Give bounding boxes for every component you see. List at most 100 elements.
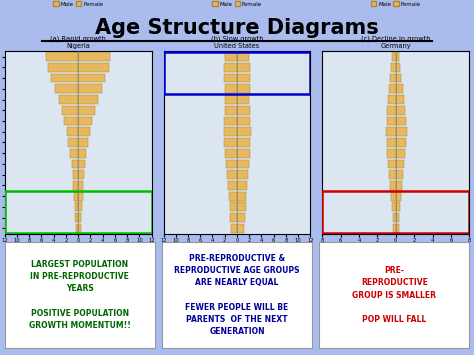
Bar — [64, 116, 78, 125]
Bar — [393, 213, 396, 222]
Bar — [59, 95, 78, 104]
Bar — [396, 52, 400, 61]
Bar — [396, 224, 400, 233]
Bar — [78, 149, 86, 158]
Bar — [78, 52, 110, 61]
Bar — [391, 63, 396, 72]
Bar — [78, 213, 82, 222]
Bar — [62, 106, 78, 115]
Bar — [396, 95, 404, 104]
Bar — [237, 170, 248, 179]
Title: (c) Decline in growth
Germany: (c) Decline in growth Germany — [361, 36, 430, 49]
Bar — [164, 52, 310, 94]
Bar — [224, 127, 237, 136]
Text: LARGEST POPULATION
IN PRE-REPRODUCTIVE
YEARS

POSITIVE POPULATION
GROWTH MOMENTU: LARGEST POPULATION IN PRE-REPRODUCTIVE Y… — [29, 260, 131, 330]
Bar — [46, 52, 78, 61]
Bar — [393, 224, 396, 233]
Bar — [396, 116, 406, 125]
Bar — [237, 192, 246, 201]
Text: PRE-
REPRODUCTIVE
GROUP IS SMALLER

POP WILL FALL: PRE- REPRODUCTIVE GROUP IS SMALLER POP W… — [352, 266, 437, 324]
Bar — [396, 159, 404, 168]
Bar — [78, 138, 88, 147]
Bar — [226, 159, 237, 168]
Bar — [51, 73, 78, 82]
Bar — [237, 84, 250, 93]
X-axis label: Number of people (in millions): Number of people (in millions) — [197, 246, 277, 251]
Bar — [78, 84, 101, 93]
Bar — [224, 138, 237, 147]
X-axis label: Number of people (in millions): Number of people (in millions) — [356, 246, 436, 251]
Bar — [388, 159, 396, 168]
Bar — [75, 213, 78, 222]
Text: PRE-REPRODUCTIVE &
REPRODUCTIVE AGE GROUPS
ARE NEARLY EQUAL

FEWER PEOPLE WILL B: PRE-REPRODUCTIVE & REPRODUCTIVE AGE GROU… — [174, 254, 300, 336]
Legend: Male, Female: Male, Female — [51, 0, 105, 9]
Bar — [396, 213, 400, 222]
Bar — [229, 192, 237, 201]
Bar — [237, 159, 249, 168]
Bar — [237, 138, 250, 147]
Bar — [74, 192, 78, 201]
Bar — [73, 181, 78, 190]
Bar — [224, 63, 237, 72]
Bar — [237, 224, 244, 233]
Bar — [237, 116, 250, 125]
Bar — [389, 84, 396, 93]
Bar — [387, 106, 396, 115]
Bar — [392, 52, 396, 61]
Bar — [237, 202, 246, 211]
Bar — [237, 95, 249, 104]
Bar — [389, 170, 396, 179]
Bar — [396, 202, 401, 211]
Bar — [396, 170, 403, 179]
Bar — [229, 202, 237, 211]
Bar — [67, 127, 78, 136]
Bar — [386, 127, 396, 136]
Bar — [78, 170, 84, 179]
Bar — [5, 191, 152, 233]
Bar — [78, 202, 82, 211]
Bar — [72, 159, 78, 168]
Bar — [237, 106, 250, 115]
Bar — [78, 181, 83, 190]
Bar — [224, 73, 237, 82]
Legend: Male, Female: Male, Female — [210, 0, 264, 9]
Bar — [237, 149, 250, 158]
Bar — [76, 224, 78, 233]
Bar — [396, 138, 406, 147]
Bar — [78, 63, 109, 72]
Bar — [237, 52, 249, 61]
Bar — [78, 159, 85, 168]
Bar — [387, 116, 396, 125]
Title: (a) Rapid growth
Nigeria: (a) Rapid growth Nigeria — [50, 36, 106, 49]
Bar — [78, 116, 92, 125]
Bar — [70, 149, 78, 158]
Bar — [387, 138, 396, 147]
Bar — [227, 170, 237, 179]
Bar — [47, 63, 78, 72]
Bar — [237, 63, 250, 72]
Bar — [396, 73, 401, 82]
Bar — [396, 149, 405, 158]
Bar — [390, 73, 396, 82]
X-axis label: Number of people (in millions): Number of people (in millions) — [38, 246, 118, 251]
Bar — [322, 191, 469, 233]
Bar — [388, 95, 396, 104]
Bar — [396, 127, 407, 136]
Bar — [224, 116, 237, 125]
Bar — [396, 84, 403, 93]
Bar — [225, 106, 237, 115]
Bar — [237, 181, 247, 190]
Bar — [78, 192, 82, 201]
Bar — [225, 149, 237, 158]
Bar — [78, 95, 98, 104]
Title: (b) Slow growth
United States: (b) Slow growth United States — [211, 36, 263, 49]
Bar — [387, 149, 396, 158]
Bar — [237, 73, 250, 82]
Bar — [390, 181, 396, 190]
Bar — [225, 84, 237, 93]
Bar — [396, 192, 401, 201]
Bar — [78, 106, 95, 115]
Legend: Male, Female: Male, Female — [369, 0, 423, 9]
Bar — [396, 63, 401, 72]
Bar — [78, 127, 90, 136]
